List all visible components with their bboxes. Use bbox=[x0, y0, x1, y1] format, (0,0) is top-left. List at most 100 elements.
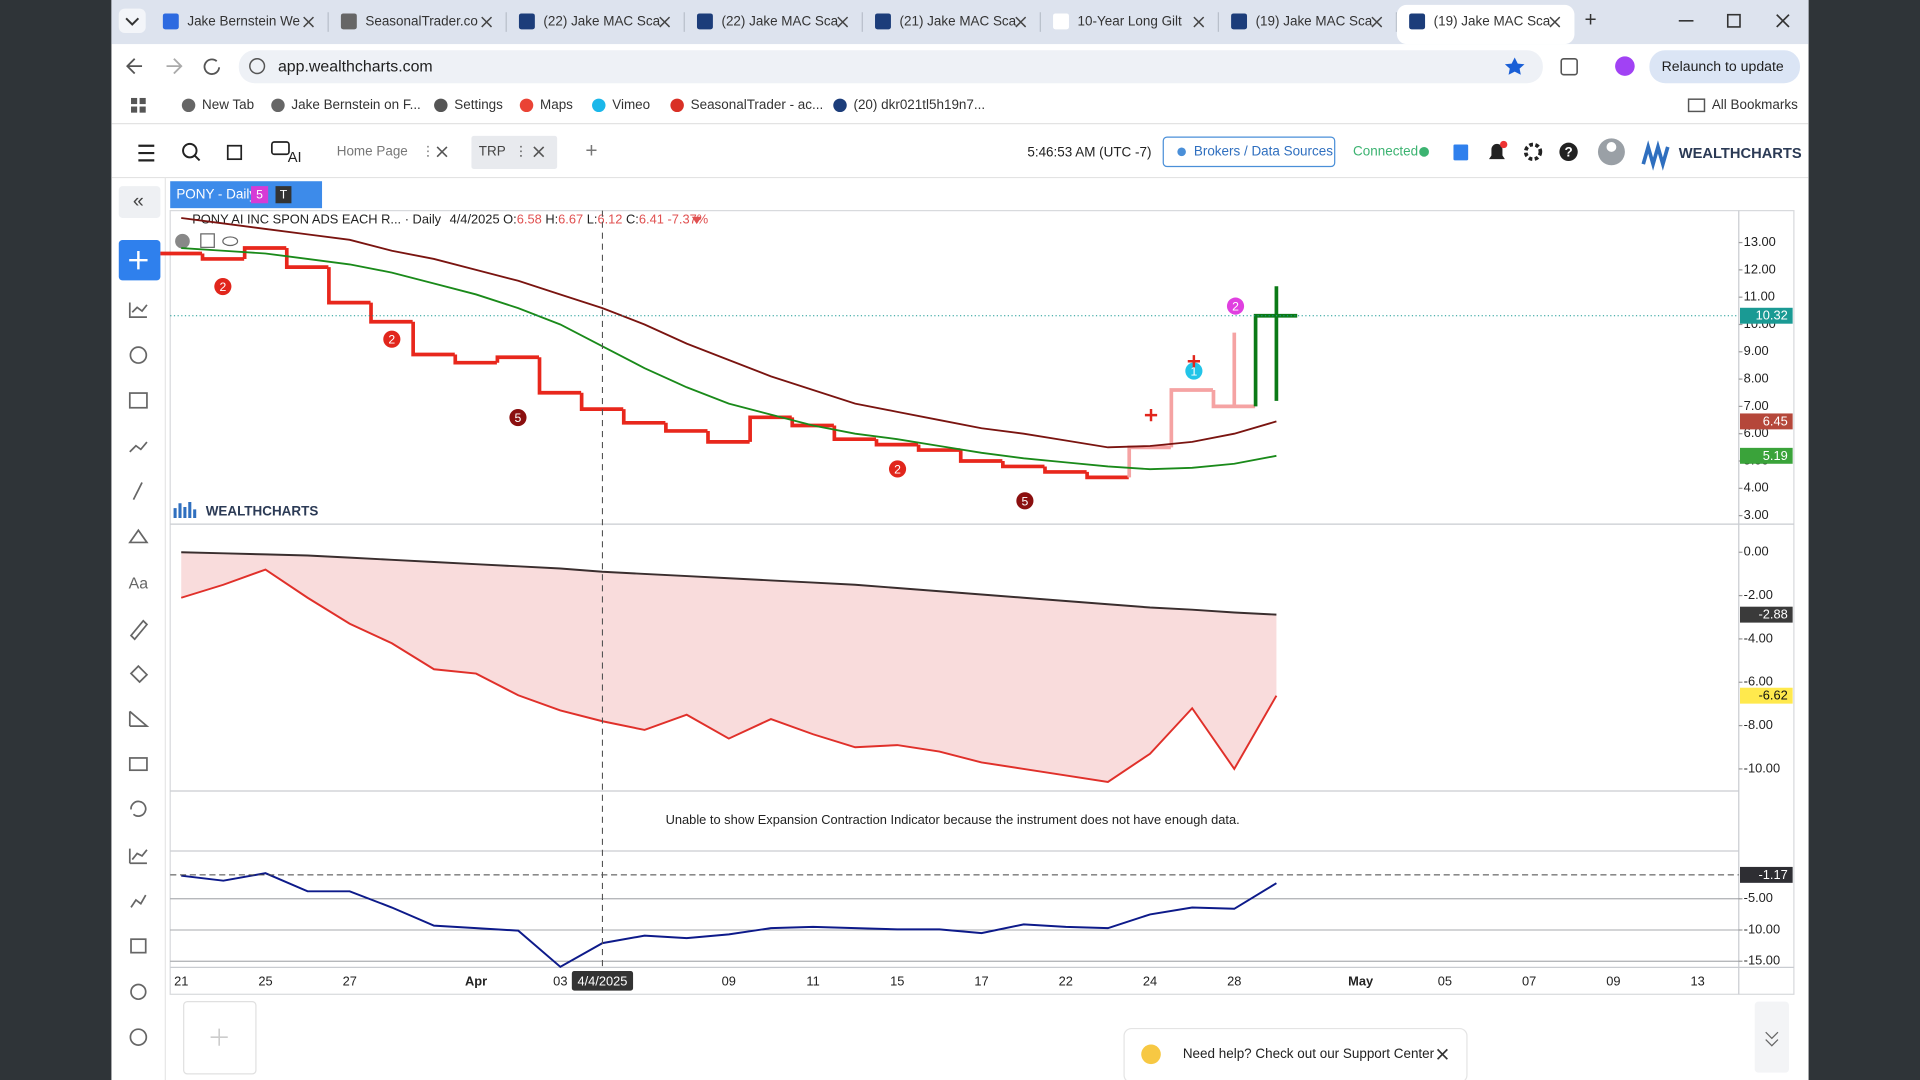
signal-label: 2 bbox=[1232, 300, 1239, 314]
layouts[interactable] bbox=[226, 144, 243, 161]
tool-fib[interactable] bbox=[128, 710, 150, 727]
tab-close[interactable] bbox=[837, 16, 849, 28]
close-window[interactable] bbox=[1776, 14, 1790, 28]
tab-search[interactable] bbox=[118, 8, 146, 34]
tool-indicators[interactable] bbox=[128, 302, 148, 318]
back[interactable] bbox=[126, 58, 143, 75]
tab-title[interactable]: (19) Jake MAC Sca bbox=[1434, 14, 1551, 29]
x-tick-label: 03 bbox=[553, 973, 567, 988]
ai-icon[interactable] bbox=[270, 141, 290, 156]
tool-measure[interactable] bbox=[129, 664, 149, 684]
tab-favicon bbox=[340, 13, 357, 30]
symbol-tab-bg[interactable] bbox=[471, 135, 558, 169]
tool-pen[interactable] bbox=[129, 619, 149, 641]
tool-scatter[interactable] bbox=[130, 894, 147, 908]
tab-title[interactable]: (22) Jake MAC Sca bbox=[721, 14, 838, 29]
tab-title[interactable]: (19) Jake MAC Sca bbox=[1256, 14, 1373, 29]
tool-line[interactable] bbox=[132, 482, 143, 500]
tab-close[interactable] bbox=[1193, 16, 1205, 28]
add-tab[interactable]: + bbox=[585, 139, 597, 162]
profile[interactable] bbox=[1615, 56, 1635, 76]
tab-close[interactable] bbox=[1371, 16, 1383, 28]
series-line bbox=[181, 217, 1277, 449]
bookmark[interactable]: Jake Bernstein on F... bbox=[291, 97, 420, 112]
tab-close[interactable] bbox=[481, 16, 493, 28]
collapse[interactable] bbox=[118, 186, 161, 218]
close-help[interactable] bbox=[1436, 1048, 1448, 1060]
tab-close[interactable] bbox=[303, 16, 314, 28]
legend-l-value: 6.12 bbox=[597, 212, 622, 227]
tab-title[interactable]: (21) Jake MAC Sca bbox=[900, 14, 1017, 29]
home-tab[interactable]: Home Page bbox=[337, 143, 408, 158]
value-tag bbox=[1740, 413, 1793, 430]
menu[interactable] bbox=[138, 144, 155, 162]
relaunch-button[interactable] bbox=[1649, 50, 1800, 84]
tool-sync[interactable] bbox=[130, 800, 147, 817]
bookmark[interactable]: Settings bbox=[454, 97, 503, 112]
tab-menu[interactable]: ⋮ bbox=[421, 143, 434, 158]
legend-icon[interactable] bbox=[222, 236, 239, 247]
tool-trend[interactable] bbox=[129, 441, 148, 453]
x-tick-label: 09 bbox=[722, 973, 736, 988]
bookmark[interactable]: Vimeo bbox=[612, 97, 650, 112]
x-tick-label: 21 bbox=[174, 973, 188, 988]
new-tab[interactable]: + bbox=[1585, 8, 1597, 31]
forward[interactable] bbox=[166, 58, 183, 75]
apps-icon[interactable] bbox=[131, 97, 138, 105]
badge bbox=[251, 186, 269, 204]
bookmark[interactable]: (20) dkr021tl5h19n7... bbox=[853, 97, 985, 112]
legend-icon[interactable] bbox=[200, 233, 215, 248]
omnibox[interactable] bbox=[238, 50, 1543, 84]
tool-templates[interactable] bbox=[130, 938, 147, 954]
help-text[interactable]: Need help? Check out our Support Center bbox=[1183, 1046, 1435, 1061]
settings[interactable] bbox=[1523, 142, 1543, 162]
tab-title[interactable]: (22) Jake MAC Sca bbox=[543, 14, 660, 29]
price-bar bbox=[706, 430, 750, 444]
legend-change: -7.37% bbox=[667, 212, 708, 227]
price-bar bbox=[1043, 466, 1087, 474]
tab-active[interactable] bbox=[1396, 4, 1575, 45]
bookmark[interactable]: New Tab bbox=[202, 97, 254, 112]
tool-globe[interactable] bbox=[129, 1028, 148, 1046]
tool-calendar[interactable] bbox=[128, 392, 148, 409]
close-home-tab[interactable] bbox=[436, 146, 448, 158]
help[interactable] bbox=[1559, 142, 1578, 162]
site-info[interactable] bbox=[249, 58, 266, 75]
price-bar bbox=[327, 267, 371, 305]
bookmark-star[interactable] bbox=[1504, 57, 1525, 75]
signal-label: 1 bbox=[1190, 364, 1197, 378]
tool-shapes[interactable] bbox=[128, 528, 149, 544]
tool-target[interactable] bbox=[130, 983, 147, 1001]
tab-title[interactable]: SeasonalTrader.co bbox=[365, 14, 477, 29]
tool-eraser[interactable] bbox=[128, 757, 148, 772]
tab-title[interactable]: 10-Year Long Gilt bbox=[1078, 14, 1182, 29]
reload[interactable] bbox=[203, 58, 221, 75]
y-tick-label: 13.00 bbox=[1744, 234, 1776, 249]
tab-close[interactable] bbox=[1015, 16, 1027, 28]
price-bar bbox=[1211, 390, 1256, 409]
save[interactable] bbox=[1453, 144, 1469, 161]
y-tick-label: -8.00 bbox=[1744, 717, 1773, 732]
chart-tab[interactable] bbox=[170, 181, 323, 209]
legend-name: PONY AI INC SPON ADS EACH R... bbox=[192, 212, 401, 227]
tab-close[interactable] bbox=[659, 16, 671, 28]
bookmark[interactable]: SeasonalTrader - ac... bbox=[691, 97, 824, 112]
x-tick-label: Apr bbox=[465, 973, 487, 988]
all-bookmarks[interactable]: All Bookmarks bbox=[1712, 97, 1798, 112]
tab-menu[interactable]: ⋮ bbox=[514, 143, 527, 158]
close-symbol-tab[interactable] bbox=[533, 146, 545, 158]
search[interactable] bbox=[182, 142, 198, 159]
bookmark[interactable]: Maps bbox=[540, 97, 573, 112]
brokers-button[interactable] bbox=[1162, 136, 1336, 168]
alerts[interactable] bbox=[1488, 143, 1505, 160]
restore[interactable] bbox=[1726, 13, 1741, 28]
series-line bbox=[181, 872, 1277, 969]
tool-replay[interactable] bbox=[129, 346, 148, 364]
tool-chart[interactable] bbox=[128, 848, 148, 865]
expand[interactable] bbox=[1754, 1001, 1789, 1073]
legend-icon[interactable] bbox=[175, 233, 190, 249]
tool-text[interactable]: Aa bbox=[129, 575, 149, 592]
extensions[interactable] bbox=[1560, 57, 1578, 76]
tab-close[interactable] bbox=[1549, 16, 1561, 28]
tab-title[interactable]: Jake Bernstein We bbox=[187, 14, 300, 29]
